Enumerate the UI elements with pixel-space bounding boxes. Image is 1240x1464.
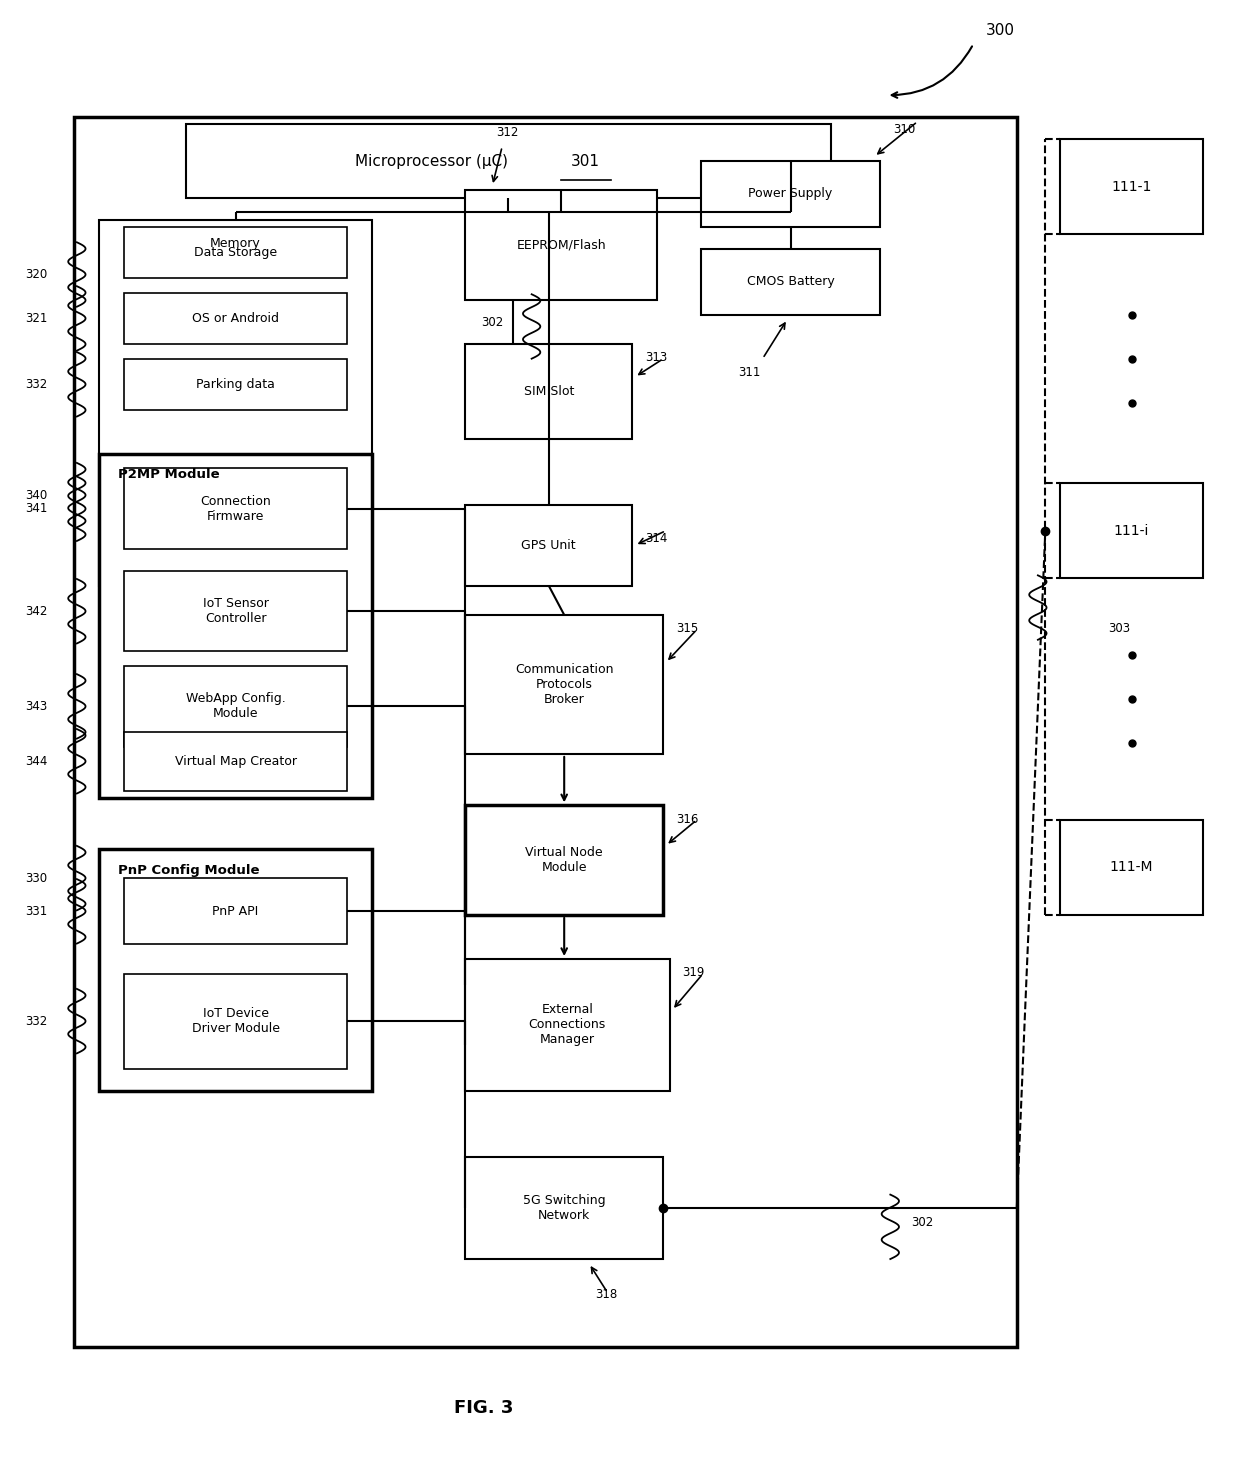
Text: PnP API: PnP API <box>212 905 259 918</box>
Text: 111-i: 111-i <box>1114 524 1149 537</box>
Text: WebApp Config.
Module: WebApp Config. Module <box>186 692 285 720</box>
Text: 343: 343 <box>25 700 47 713</box>
FancyBboxPatch shape <box>1060 139 1203 234</box>
Text: 300: 300 <box>986 23 1014 38</box>
FancyBboxPatch shape <box>124 571 347 651</box>
FancyBboxPatch shape <box>465 959 670 1091</box>
FancyBboxPatch shape <box>701 249 880 315</box>
Text: 321: 321 <box>25 312 47 325</box>
Text: 311: 311 <box>738 366 760 379</box>
Text: Communication
Protocols
Broker: Communication Protocols Broker <box>515 663 614 706</box>
Text: 320: 320 <box>25 268 47 281</box>
Text: External
Connections
Manager: External Connections Manager <box>528 1003 606 1047</box>
Text: 301: 301 <box>572 154 600 168</box>
Text: 302: 302 <box>481 316 503 328</box>
FancyBboxPatch shape <box>701 161 880 227</box>
Text: Connection
Firmware: Connection Firmware <box>200 495 272 523</box>
FancyBboxPatch shape <box>465 190 657 300</box>
Text: CMOS Battery: CMOS Battery <box>746 275 835 288</box>
Text: Microprocessor (μC): Microprocessor (μC) <box>355 154 507 168</box>
Text: 332: 332 <box>25 1015 47 1028</box>
Text: 111-1: 111-1 <box>1111 180 1152 193</box>
FancyBboxPatch shape <box>1060 483 1203 578</box>
Text: 332: 332 <box>25 378 47 391</box>
Text: FIG. 3: FIG. 3 <box>454 1400 513 1417</box>
FancyBboxPatch shape <box>74 117 1017 1347</box>
FancyBboxPatch shape <box>124 878 347 944</box>
Text: 111-M: 111-M <box>1110 861 1153 874</box>
Text: SIM Slot: SIM Slot <box>523 385 574 398</box>
Text: Data Storage: Data Storage <box>193 246 278 259</box>
Text: 341: 341 <box>25 502 47 515</box>
Text: 303: 303 <box>1109 622 1130 635</box>
Text: 5G Switching
Network: 5G Switching Network <box>523 1193 605 1222</box>
Text: 314: 314 <box>645 531 667 545</box>
Text: IoT Sensor
Controller: IoT Sensor Controller <box>202 597 269 625</box>
Text: 344: 344 <box>25 755 47 767</box>
Text: 302: 302 <box>911 1217 934 1228</box>
Text: EEPROM/Flash: EEPROM/Flash <box>516 239 606 252</box>
FancyBboxPatch shape <box>124 468 347 549</box>
Text: 313: 313 <box>645 351 667 365</box>
Text: 315: 315 <box>676 622 698 635</box>
Text: Power Supply: Power Supply <box>749 187 832 201</box>
Text: GPS Unit: GPS Unit <box>521 539 577 552</box>
FancyBboxPatch shape <box>465 805 663 915</box>
FancyBboxPatch shape <box>124 974 347 1069</box>
Text: 330: 330 <box>25 871 47 884</box>
Text: Virtual Node
Module: Virtual Node Module <box>526 846 603 874</box>
Text: Virtual Map Creator: Virtual Map Creator <box>175 755 296 767</box>
FancyBboxPatch shape <box>465 505 632 586</box>
FancyBboxPatch shape <box>465 344 632 439</box>
FancyBboxPatch shape <box>124 732 347 791</box>
Text: Parking data: Parking data <box>196 378 275 391</box>
Text: 312: 312 <box>496 126 518 139</box>
FancyBboxPatch shape <box>99 849 372 1091</box>
Text: 331: 331 <box>25 905 47 918</box>
FancyBboxPatch shape <box>99 220 372 586</box>
Text: OS or Android: OS or Android <box>192 312 279 325</box>
FancyBboxPatch shape <box>186 124 831 198</box>
FancyBboxPatch shape <box>124 666 347 747</box>
Text: 318: 318 <box>595 1288 618 1301</box>
Text: PnP Config Module: PnP Config Module <box>118 864 259 877</box>
FancyBboxPatch shape <box>99 454 372 798</box>
Text: 316: 316 <box>676 813 698 826</box>
FancyBboxPatch shape <box>465 1157 663 1259</box>
Text: IoT Device
Driver Module: IoT Device Driver Module <box>192 1007 279 1035</box>
FancyBboxPatch shape <box>465 615 663 754</box>
Text: P2MP Module: P2MP Module <box>118 468 219 482</box>
Text: 310: 310 <box>893 123 915 136</box>
FancyBboxPatch shape <box>124 293 347 344</box>
FancyBboxPatch shape <box>124 227 347 278</box>
FancyBboxPatch shape <box>1060 820 1203 915</box>
Text: 342: 342 <box>25 605 47 618</box>
FancyBboxPatch shape <box>124 359 347 410</box>
Text: 319: 319 <box>682 966 704 979</box>
Text: Memory: Memory <box>211 237 260 250</box>
Text: 340: 340 <box>25 489 47 502</box>
